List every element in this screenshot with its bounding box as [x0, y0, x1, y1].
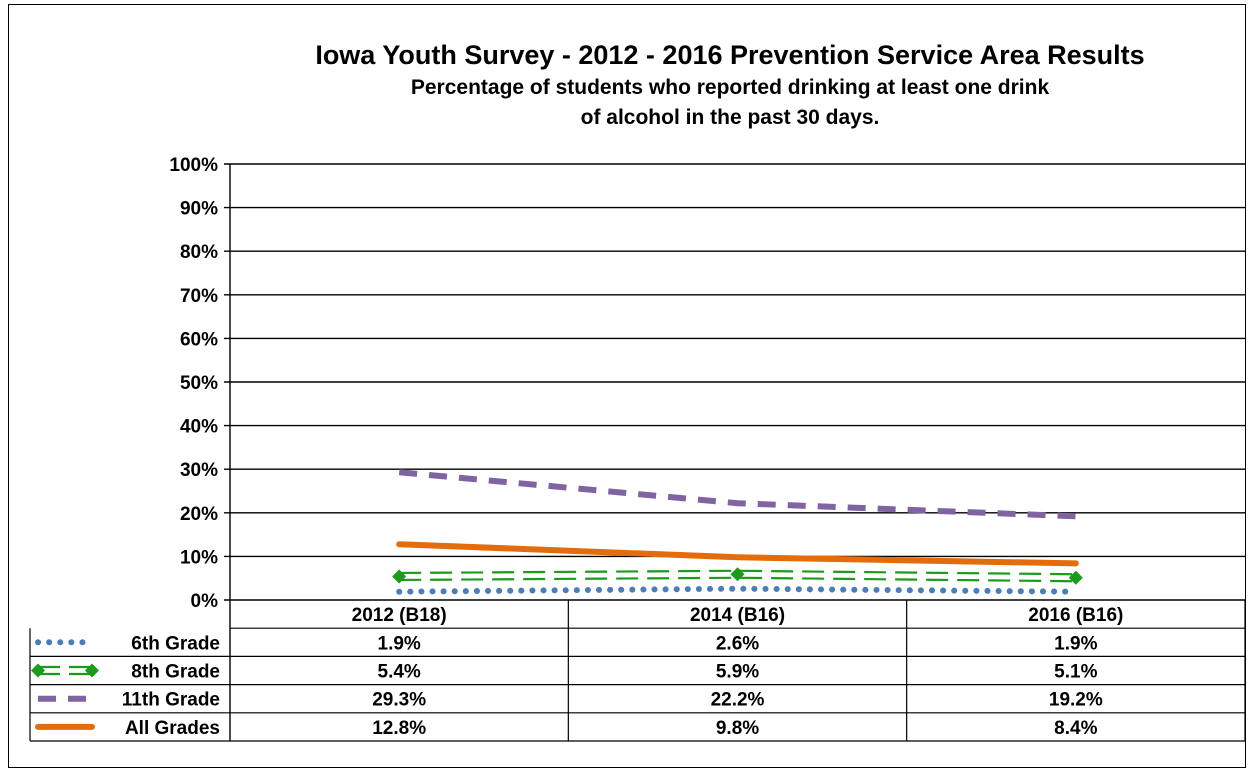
legend-label: 8th Grade	[131, 662, 220, 683]
series-marker	[1068, 570, 1083, 585]
y-tick-label: 10%	[180, 547, 218, 568]
data-label: 5.4%	[378, 662, 421, 683]
data-label: 5.1%	[1054, 662, 1097, 683]
legend-label: 11th Grade	[122, 690, 220, 711]
series-line	[396, 541, 1079, 567]
y-tick-label: 100%	[169, 155, 218, 176]
legend-label: 6th Grade	[131, 633, 220, 654]
data-label: 8.4%	[1054, 718, 1097, 739]
y-tick-label: 0%	[191, 591, 219, 612]
series-line	[398, 469, 1076, 520]
y-tick-label: 20%	[180, 504, 218, 525]
data-label: 5.9%	[716, 662, 759, 683]
data-label: 9.8%	[716, 718, 759, 739]
data-label: 1.9%	[378, 633, 421, 654]
series-marker	[392, 569, 407, 584]
y-tick-label: 50%	[180, 373, 218, 394]
chart-subtitle-line1: Percentage of students who reported drin…	[410, 76, 1050, 99]
y-tick-label: 30%	[180, 460, 218, 481]
series-line	[396, 585, 1079, 595]
chart-frame	[8, 4, 1246, 768]
y-tick-label: 80%	[180, 242, 218, 263]
chart-title: Iowa Youth Survey - 2012 - 2016 Preventi…	[315, 40, 1145, 70]
data-label: 1.9%	[1054, 633, 1097, 654]
legend-key-marker	[85, 663, 99, 678]
data-label: 2.6%	[716, 633, 759, 654]
x-tick-label: 2012 (B18)	[352, 605, 447, 626]
data-label: 29.3%	[372, 690, 426, 711]
x-tick-label: 2014 (B16)	[690, 605, 785, 626]
data-label: 12.8%	[372, 718, 426, 739]
x-tick-label: 2016 (B16)	[1028, 605, 1123, 626]
series-line	[399, 576, 1076, 583]
series-marker	[730, 567, 745, 582]
series-line	[399, 569, 1076, 576]
legend-label: All Grades	[125, 718, 220, 739]
chart-subtitle-line2: of alcohol in the past 30 days.	[580, 106, 880, 129]
data-label: 22.2%	[711, 690, 765, 711]
data-label: 19.2%	[1049, 690, 1103, 711]
y-tick-label: 40%	[180, 417, 218, 438]
y-tick-label: 90%	[180, 199, 218, 220]
y-tick-label: 60%	[180, 329, 218, 350]
y-tick-label: 70%	[180, 286, 218, 307]
legend-key-marker	[31, 663, 45, 678]
